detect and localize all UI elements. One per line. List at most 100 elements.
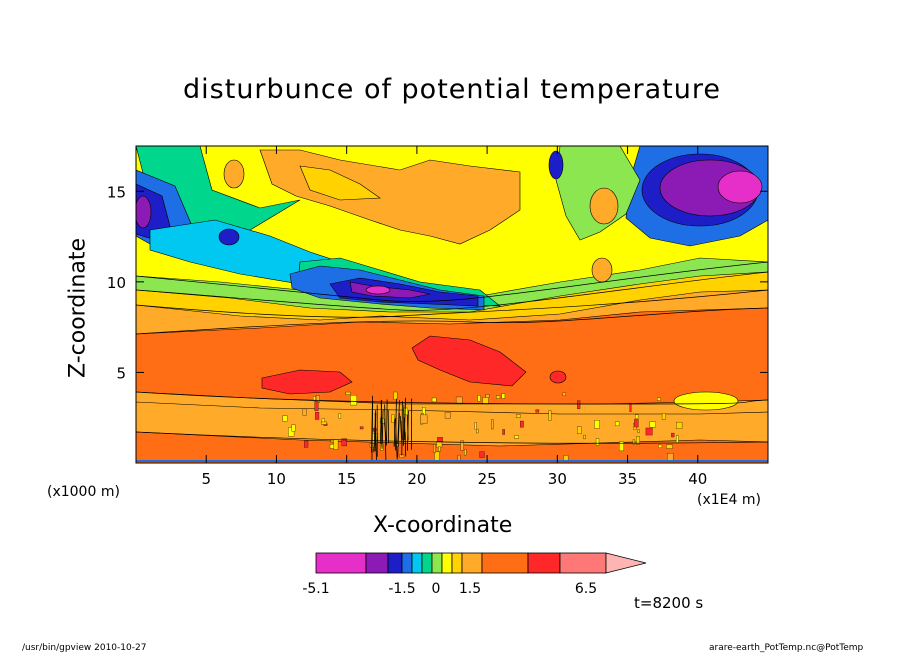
noise-line [403, 417, 407, 457]
noise-patch [636, 436, 640, 445]
noise-patch [315, 411, 320, 420]
noise-patch [477, 395, 481, 402]
colorbar-segment [365, 552, 389, 574]
noise-patch [658, 444, 663, 448]
noise-patch [420, 414, 428, 424]
x-axis-ticks: 5 10 15 20 25 30 35 40 [201, 146, 707, 488]
noise-patch [583, 434, 586, 440]
y-tick-label: 5 [116, 364, 126, 382]
x-tick-label: 5 [201, 470, 211, 488]
noise-patch [437, 437, 443, 442]
noise-patch [321, 421, 327, 425]
noise-patch [491, 419, 494, 430]
noise-patch [460, 440, 464, 451]
plot-frame-border [135, 145, 769, 464]
noise-patch [350, 395, 357, 406]
noise-patch [515, 414, 521, 418]
noise-patch [514, 435, 519, 439]
noise-line [371, 395, 373, 453]
chart-title: disturbunce of potential temperature [183, 74, 721, 105]
contour-line [136, 391, 768, 405]
noise-patch [520, 420, 524, 428]
region-purple-left [136, 195, 152, 229]
contour-line [136, 431, 768, 444]
noise-patch [645, 427, 653, 436]
noise-patch [333, 439, 339, 450]
noise-line [397, 412, 400, 458]
noise-patch [619, 441, 624, 452]
noise-patch [632, 439, 635, 445]
noise-patch [391, 414, 395, 423]
x-axis-unit: (x1000 m) [47, 484, 120, 500]
noise-patch [629, 402, 632, 412]
noise-patch [495, 395, 501, 399]
noise-line [387, 410, 390, 444]
contour-lines [136, 261, 768, 444]
noise-patch [577, 426, 582, 434]
noise-patch [302, 408, 307, 416]
noise-line [384, 404, 387, 462]
footer-source: arare-earth_PotTemp.nc@PotTemp [709, 643, 864, 653]
plot-frame [135, 145, 769, 464]
noise-patch [444, 412, 451, 419]
noise-patch [657, 397, 661, 401]
noise-patch [635, 414, 639, 419]
noise-line [394, 418, 398, 460]
noise-patch [535, 409, 540, 413]
noise-line [374, 413, 377, 461]
noise-patch [666, 444, 673, 449]
x-tick-label: 10 [267, 470, 286, 488]
colorbar-segment [421, 552, 433, 574]
noise-line [401, 401, 403, 456]
noise-patch [304, 440, 309, 448]
y-axis-unit: (x1E4 m) [697, 492, 761, 508]
noise-patch [288, 427, 295, 437]
noise-patch [431, 397, 437, 403]
noise-patch [282, 415, 288, 422]
region-yellow-lens [673, 391, 739, 411]
region-red-left [261, 369, 353, 395]
colorbar-arrow [605, 552, 647, 574]
colorbar-segment [401, 552, 413, 574]
noise-patch [577, 400, 581, 409]
footer-program: /usr/bin/gpview 2010-10-27 [22, 643, 147, 653]
colorbar [315, 552, 647, 574]
noise-patch [482, 397, 489, 405]
x-tick-label: 35 [618, 470, 637, 488]
x-tick-label: 30 [548, 470, 567, 488]
noise-patch [479, 451, 485, 458]
noise-patch [359, 426, 364, 430]
region-gold-upper-center [299, 165, 381, 201]
colorbar-segment [431, 552, 443, 574]
noise-line [381, 409, 384, 443]
noise-line [397, 400, 400, 444]
noise-patch [291, 424, 296, 432]
noise-patch [476, 428, 479, 434]
y-tick-label: 15 [107, 183, 126, 201]
contour-line [136, 289, 768, 318]
region-orange-right-small [591, 257, 613, 283]
noise-patch [455, 396, 463, 404]
colorbar-tick-label: -5.1 [302, 581, 329, 597]
noise-patch [434, 451, 440, 461]
colorbar-segment [387, 552, 403, 574]
x-tick-label: 40 [688, 470, 707, 488]
y-axis-ticks: 5 10 15 [107, 183, 768, 382]
contour-line [136, 271, 768, 311]
region-navy-upper-right [548, 150, 564, 180]
region-red-center [411, 335, 527, 387]
contour-line [136, 307, 768, 335]
noise-patch [661, 413, 666, 420]
noise-line [403, 397, 407, 441]
noise-patch [438, 446, 441, 452]
region-red-small [549, 370, 567, 384]
noise-patch [345, 391, 351, 395]
noise-patch [649, 421, 656, 428]
noise-patch [671, 432, 675, 438]
region-orange-upper-right [589, 187, 619, 225]
x-tick-label: 20 [407, 470, 426, 488]
noise-patch [501, 393, 506, 399]
noise-patch [637, 429, 640, 433]
